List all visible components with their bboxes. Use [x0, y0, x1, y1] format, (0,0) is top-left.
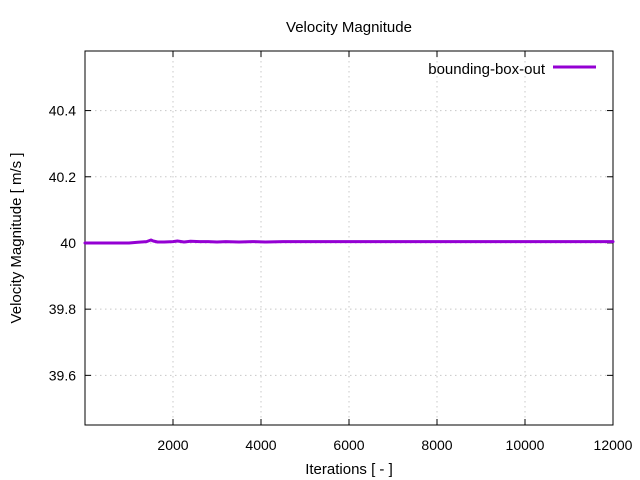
legend-label-bounding-box-out: bounding-box-out — [428, 61, 546, 78]
axis-ticks: 2000 4000 6000 8000 10000 12000 39.6 39.8 40 40.2… — [49, 51, 633, 453]
y-axis-title: Velocity Magnitude [ m/s ] — [8, 153, 25, 324]
x-tick-label: 10000 — [506, 437, 545, 453]
series-line-bounding-box-out — [83, 238, 615, 245]
series-layer — [83, 238, 615, 245]
y-tick-label: 40.2 — [49, 169, 76, 185]
y-tick-label: 40.4 — [49, 103, 76, 119]
x-tick-label: 2000 — [157, 437, 188, 453]
x-tick-label: 8000 — [421, 437, 452, 453]
legend: bounding-box-out — [428, 61, 596, 78]
x-tick-label: 12000 — [594, 437, 633, 453]
y-tick-label: 39.6 — [49, 367, 76, 383]
x-tick-label: 6000 — [333, 437, 364, 453]
grid — [85, 51, 613, 425]
x-axis-title: Iterations [ - ] — [305, 461, 393, 478]
x-tick-label: 4000 — [245, 437, 276, 453]
y-tick-label: 40 — [60, 235, 76, 251]
chart-title: Velocity Magnitude — [286, 19, 412, 36]
y-tick-label: 39.8 — [49, 301, 76, 317]
